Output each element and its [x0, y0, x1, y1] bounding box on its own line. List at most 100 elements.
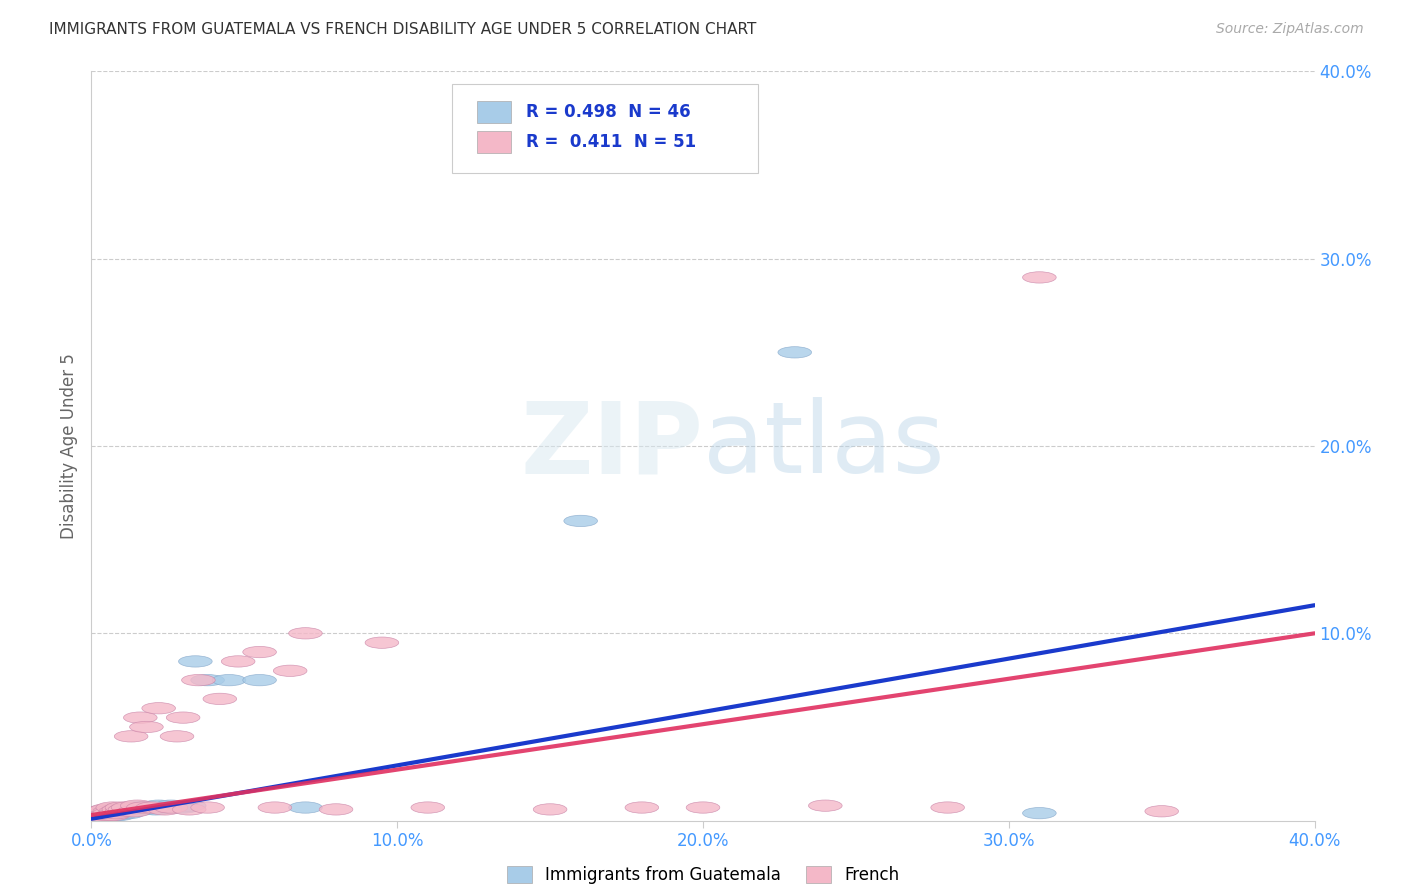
Y-axis label: Disability Age Under 5: Disability Age Under 5	[59, 353, 77, 539]
Ellipse shape	[96, 809, 129, 821]
Text: ZIP: ZIP	[520, 398, 703, 494]
Ellipse shape	[136, 802, 169, 814]
Ellipse shape	[103, 809, 136, 821]
Ellipse shape	[114, 805, 148, 817]
FancyBboxPatch shape	[477, 130, 510, 153]
Ellipse shape	[84, 805, 117, 817]
Ellipse shape	[243, 674, 277, 686]
Ellipse shape	[288, 802, 322, 814]
Ellipse shape	[108, 805, 142, 817]
Ellipse shape	[98, 809, 132, 821]
Ellipse shape	[366, 637, 399, 648]
Ellipse shape	[136, 802, 169, 814]
Ellipse shape	[221, 656, 254, 667]
Ellipse shape	[148, 802, 181, 814]
Ellipse shape	[105, 807, 139, 819]
Ellipse shape	[121, 800, 155, 812]
Ellipse shape	[127, 804, 160, 815]
Ellipse shape	[103, 804, 136, 815]
Ellipse shape	[160, 731, 194, 742]
Ellipse shape	[117, 805, 150, 817]
Ellipse shape	[87, 809, 121, 821]
Text: atlas: atlas	[703, 398, 945, 494]
Ellipse shape	[114, 731, 148, 742]
Ellipse shape	[173, 804, 207, 815]
Ellipse shape	[98, 805, 132, 817]
Ellipse shape	[105, 805, 139, 817]
FancyBboxPatch shape	[477, 101, 510, 123]
Ellipse shape	[96, 802, 129, 814]
Ellipse shape	[181, 674, 215, 686]
Ellipse shape	[1022, 807, 1056, 819]
Ellipse shape	[121, 802, 155, 814]
Ellipse shape	[96, 807, 129, 819]
FancyBboxPatch shape	[453, 84, 758, 172]
Ellipse shape	[80, 811, 114, 822]
Ellipse shape	[93, 805, 127, 817]
Ellipse shape	[686, 802, 720, 814]
Ellipse shape	[93, 805, 127, 817]
Ellipse shape	[173, 800, 207, 812]
Ellipse shape	[273, 665, 307, 676]
Ellipse shape	[84, 805, 117, 817]
Ellipse shape	[80, 811, 114, 822]
Ellipse shape	[87, 811, 121, 822]
Ellipse shape	[90, 811, 124, 822]
Text: R = 0.498  N = 46: R = 0.498 N = 46	[526, 103, 690, 120]
Ellipse shape	[411, 802, 444, 814]
Ellipse shape	[808, 800, 842, 812]
Legend: Immigrants from Guatemala, French: Immigrants from Guatemala, French	[501, 860, 905, 891]
Ellipse shape	[87, 807, 121, 819]
Ellipse shape	[77, 809, 111, 821]
Ellipse shape	[142, 800, 176, 812]
Ellipse shape	[80, 807, 114, 819]
Ellipse shape	[93, 809, 127, 821]
Ellipse shape	[124, 802, 157, 814]
Ellipse shape	[1144, 805, 1178, 817]
Ellipse shape	[179, 656, 212, 667]
Ellipse shape	[87, 805, 121, 817]
Ellipse shape	[191, 802, 225, 814]
Ellipse shape	[127, 802, 160, 814]
Ellipse shape	[564, 516, 598, 526]
Ellipse shape	[533, 804, 567, 815]
Ellipse shape	[166, 712, 200, 723]
Ellipse shape	[96, 804, 129, 815]
Ellipse shape	[84, 809, 117, 821]
Ellipse shape	[778, 347, 811, 358]
Ellipse shape	[1022, 272, 1056, 283]
Ellipse shape	[166, 802, 200, 814]
Ellipse shape	[626, 802, 658, 814]
Ellipse shape	[84, 809, 117, 821]
Text: IMMIGRANTS FROM GUATEMALA VS FRENCH DISABILITY AGE UNDER 5 CORRELATION CHART: IMMIGRANTS FROM GUATEMALA VS FRENCH DISA…	[49, 22, 756, 37]
Ellipse shape	[288, 628, 322, 639]
Text: Source: ZipAtlas.com: Source: ZipAtlas.com	[1216, 22, 1364, 37]
Ellipse shape	[105, 805, 139, 817]
Ellipse shape	[142, 703, 176, 714]
Ellipse shape	[243, 647, 277, 657]
Ellipse shape	[93, 807, 127, 819]
Ellipse shape	[77, 809, 111, 821]
Ellipse shape	[111, 807, 145, 819]
Ellipse shape	[90, 807, 124, 819]
Ellipse shape	[98, 807, 132, 819]
Ellipse shape	[202, 693, 236, 705]
Ellipse shape	[111, 804, 145, 815]
Ellipse shape	[98, 805, 132, 817]
Ellipse shape	[108, 804, 142, 815]
Ellipse shape	[191, 674, 225, 686]
Ellipse shape	[124, 712, 157, 723]
Ellipse shape	[80, 807, 114, 819]
Text: R =  0.411  N = 51: R = 0.411 N = 51	[526, 133, 696, 151]
Ellipse shape	[148, 804, 181, 815]
Ellipse shape	[259, 802, 291, 814]
Ellipse shape	[139, 804, 173, 815]
Ellipse shape	[160, 802, 194, 814]
Ellipse shape	[319, 804, 353, 815]
Ellipse shape	[155, 802, 188, 814]
Ellipse shape	[931, 802, 965, 814]
Ellipse shape	[90, 809, 124, 821]
Ellipse shape	[111, 802, 145, 814]
Ellipse shape	[212, 674, 246, 686]
Ellipse shape	[103, 807, 136, 819]
